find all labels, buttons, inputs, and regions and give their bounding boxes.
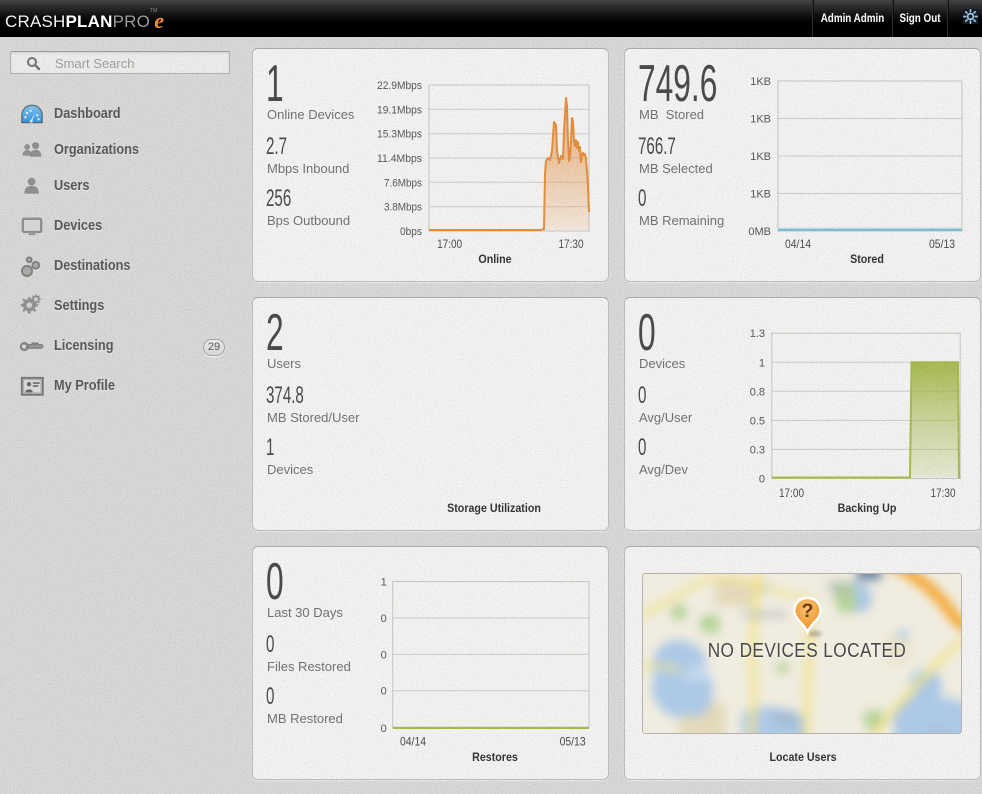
- svg-text:1: 1: [759, 357, 765, 369]
- svg-text:17:00: 17:00: [437, 237, 462, 251]
- svg-text:1.3: 1.3: [750, 328, 765, 340]
- svg-text:17:30: 17:30: [931, 486, 956, 500]
- svg-text:7.6Mbps: 7.6Mbps: [384, 177, 422, 189]
- svg-text:1KB: 1KB: [750, 151, 771, 163]
- svg-text:?: ?: [801, 600, 813, 622]
- svg-text:17:00: 17:00: [779, 486, 804, 500]
- svg-text:0MB: 0MB: [748, 226, 771, 238]
- svg-text:05/13: 05/13: [560, 735, 586, 749]
- svg-text:19.1Mbps: 19.1Mbps: [377, 104, 422, 116]
- svg-text:1: 1: [381, 577, 387, 589]
- svg-text:04/14: 04/14: [785, 237, 811, 251]
- svg-text:0: 0: [381, 613, 387, 625]
- svg-text:1KB: 1KB: [750, 76, 771, 88]
- svg-text:1KB: 1KB: [750, 114, 771, 126]
- svg-text:04/14: 04/14: [400, 735, 426, 749]
- svg-text:05/13: 05/13: [929, 237, 955, 251]
- svg-text:0bps: 0bps: [400, 226, 422, 238]
- svg-text:0: 0: [381, 723, 387, 735]
- svg-text:0.5: 0.5: [750, 415, 765, 427]
- svg-text:15.3Mbps: 15.3Mbps: [377, 129, 422, 141]
- svg-text:22.9Mbps: 22.9Mbps: [377, 80, 422, 92]
- svg-text:0.8: 0.8: [750, 386, 765, 398]
- svg-text:0: 0: [381, 649, 387, 661]
- svg-text:11.4Mbps: 11.4Mbps: [377, 153, 422, 165]
- svg-text:0: 0: [381, 686, 387, 698]
- svg-text:17:30: 17:30: [559, 237, 584, 251]
- svg-text:1KB: 1KB: [750, 189, 771, 201]
- svg-text:3.8Mbps: 3.8Mbps: [384, 202, 422, 214]
- svg-text:0: 0: [759, 474, 765, 486]
- svg-text:0.3: 0.3: [750, 444, 765, 456]
